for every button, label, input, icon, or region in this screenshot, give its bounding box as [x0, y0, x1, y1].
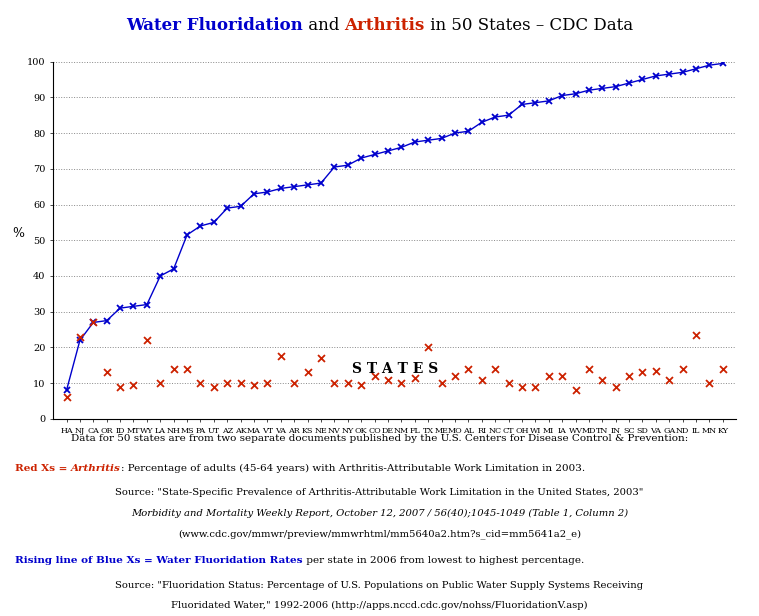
Point — [569, 386, 581, 395]
Point — [275, 351, 287, 361]
Point — [636, 368, 648, 378]
Point — [462, 364, 474, 374]
Text: Source: "Fluoridation Status: Percentage of U.S. Populations on Public Water Sup: Source: "Fluoridation Status: Percentage… — [115, 581, 644, 590]
Point — [301, 368, 313, 378]
Point — [235, 378, 247, 388]
Text: Arthritis: Arthritis — [71, 464, 121, 473]
Point — [690, 330, 702, 340]
Point — [449, 371, 461, 381]
Text: Arthritis: Arthritis — [345, 17, 425, 34]
Text: Fluoridated Water," 1992-2006 (http://apps.nccd.cdc.gov/nohss/FluoridationV.asp): Fluoridated Water," 1992-2006 (http://ap… — [172, 601, 587, 610]
Text: Morbidity and Mortality Weekly Report, October 12, 2007 / 56(40);1045-1049 (Tabl: Morbidity and Mortality Weekly Report, O… — [131, 509, 628, 518]
Point — [114, 382, 126, 392]
Point — [181, 364, 193, 374]
Text: Rising line of Blue Xs = Water Fluoridation Rates: Rising line of Blue Xs = Water Fluoridat… — [15, 556, 303, 565]
Point — [261, 378, 273, 388]
Point — [248, 380, 260, 390]
Text: and: and — [303, 17, 345, 34]
Text: Red Xs =: Red Xs = — [15, 464, 71, 473]
Point — [436, 378, 448, 388]
Point — [704, 378, 716, 388]
Point — [529, 382, 541, 392]
Point — [583, 364, 595, 374]
Point — [556, 371, 568, 381]
Text: (www.cdc.gov/mmwr/preview/mmwrhtml/mm5640a2.htm?s_cid=mm5641a2_e): (www.cdc.gov/mmwr/preview/mmwrhtml/mm564… — [178, 529, 581, 539]
Point — [676, 364, 688, 374]
Text: Water Fluoridation: Water Fluoridation — [126, 17, 303, 34]
Point — [194, 378, 206, 388]
Text: : Percentage of adults (45-64 years) with Arthritis-Attributable Work Limitation: : Percentage of adults (45-64 years) wit… — [121, 464, 585, 473]
Point — [408, 373, 420, 383]
Point — [288, 378, 301, 388]
Point — [128, 380, 140, 390]
Point — [663, 375, 676, 384]
Text: Data for 50 states are from two separate documents published by the U.S. Centers: Data for 50 states are from two separate… — [71, 434, 688, 444]
Point — [623, 371, 635, 381]
Y-axis label: %: % — [13, 227, 24, 240]
Point — [168, 364, 180, 374]
Point — [609, 382, 622, 392]
Point — [208, 382, 220, 392]
Point — [650, 366, 662, 376]
Text: in 50 States – CDC Data: in 50 States – CDC Data — [425, 17, 633, 34]
Point — [502, 378, 515, 388]
Point — [382, 375, 394, 384]
Point — [74, 332, 86, 342]
Text: Source: "State-Specific Prevalence of Arthritis-Attributable Work Limitation in : Source: "State-Specific Prevalence of Ar… — [115, 488, 644, 498]
Point — [422, 342, 434, 352]
Point — [154, 378, 166, 388]
Point — [87, 317, 99, 327]
Text: S T A T E S: S T A T E S — [351, 362, 438, 376]
Point — [395, 378, 408, 388]
Point — [141, 335, 153, 345]
Text: per state in 2006 from lowest to highest percentage.: per state in 2006 from lowest to highest… — [303, 556, 584, 565]
Point — [329, 378, 341, 388]
Point — [342, 378, 354, 388]
Point — [221, 378, 233, 388]
Point — [489, 364, 501, 374]
Point — [543, 371, 555, 381]
Point — [101, 368, 113, 378]
Point — [516, 382, 528, 392]
Point — [716, 364, 729, 374]
Point — [355, 380, 367, 390]
Point — [476, 375, 488, 384]
Point — [597, 375, 609, 384]
Point — [369, 371, 381, 381]
Point — [315, 353, 327, 363]
Point — [61, 392, 73, 402]
